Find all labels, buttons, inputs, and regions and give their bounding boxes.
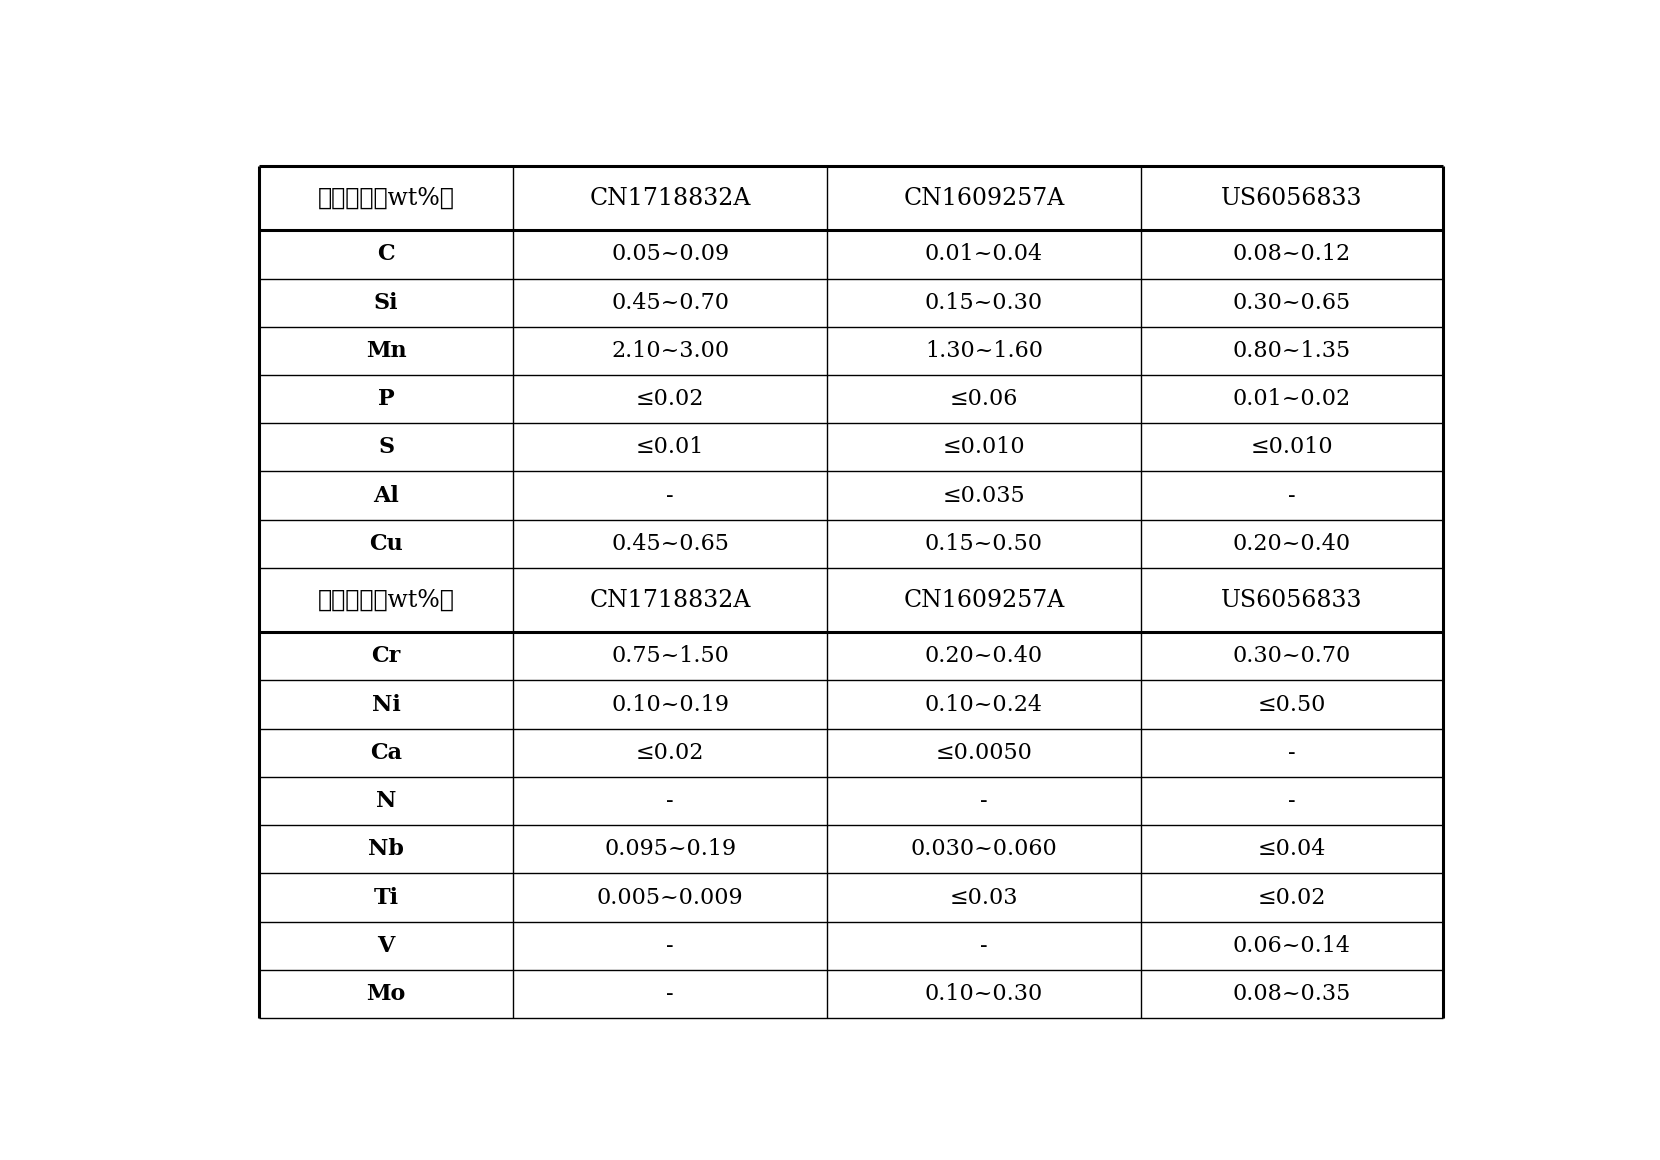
Text: P: P (378, 389, 395, 411)
Text: ≤0.010: ≤0.010 (943, 436, 1026, 458)
Text: 0.15~0.50: 0.15~0.50 (925, 532, 1042, 554)
Text: 0.095~0.19: 0.095~0.19 (604, 839, 737, 861)
Text: Mn: Mn (365, 340, 407, 362)
Text: -: - (1288, 485, 1295, 507)
Text: 0.08~0.35: 0.08~0.35 (1232, 983, 1351, 1005)
Text: ≤0.01: ≤0.01 (636, 436, 704, 458)
Text: 0.005~0.009: 0.005~0.009 (598, 886, 744, 908)
Text: CN1609257A: CN1609257A (903, 187, 1064, 210)
Text: US6056833: US6056833 (1220, 588, 1363, 611)
Text: CN1718832A: CN1718832A (589, 588, 750, 611)
Text: 化学成分（wt%）: 化学成分（wt%） (317, 187, 455, 210)
Text: 0.45~0.70: 0.45~0.70 (611, 291, 729, 313)
Text: ≤0.035: ≤0.035 (943, 485, 1026, 507)
Text: ≤0.50: ≤0.50 (1257, 694, 1326, 716)
Text: ≤0.03: ≤0.03 (950, 886, 1018, 908)
Text: ≤0.02: ≤0.02 (636, 389, 704, 411)
Text: CN1718832A: CN1718832A (589, 187, 750, 210)
Text: Cu: Cu (369, 532, 403, 554)
Text: -: - (979, 935, 988, 957)
Text: V: V (377, 935, 395, 957)
Text: Si: Si (374, 291, 398, 313)
Text: -: - (979, 790, 988, 812)
Text: 0.45~0.65: 0.45~0.65 (611, 532, 729, 554)
Text: CN1609257A: CN1609257A (903, 588, 1064, 611)
Text: Mo: Mo (367, 983, 407, 1005)
Text: 0.20~0.40: 0.20~0.40 (925, 645, 1042, 667)
Text: US6056833: US6056833 (1220, 187, 1363, 210)
Text: N: N (377, 790, 397, 812)
Text: -: - (666, 790, 674, 812)
Text: 1.30~1.60: 1.30~1.60 (925, 340, 1042, 362)
Text: 0.030~0.060: 0.030~0.060 (911, 839, 1057, 861)
Text: Ti: Ti (374, 886, 398, 908)
Text: 0.10~0.19: 0.10~0.19 (611, 694, 729, 716)
Text: 0.30~0.65: 0.30~0.65 (1233, 291, 1351, 313)
Text: Al: Al (374, 485, 398, 507)
Text: -: - (666, 485, 674, 507)
Text: 0.10~0.30: 0.10~0.30 (925, 983, 1042, 1005)
Text: 0.01~0.02: 0.01~0.02 (1233, 389, 1351, 411)
Text: ≤0.02: ≤0.02 (636, 742, 704, 763)
Text: 0.75~1.50: 0.75~1.50 (611, 645, 729, 667)
Text: ≤0.02: ≤0.02 (1257, 886, 1326, 908)
Text: 0.05~0.09: 0.05~0.09 (611, 244, 729, 266)
Text: 0.06~0.14: 0.06~0.14 (1233, 935, 1351, 957)
Text: 化学成分（wt%）: 化学成分（wt%） (317, 588, 455, 611)
Text: 2.10~3.00: 2.10~3.00 (611, 340, 729, 362)
Text: S: S (378, 436, 395, 458)
Text: -: - (1288, 790, 1295, 812)
Text: Cr: Cr (372, 645, 400, 667)
Text: Ca: Ca (370, 742, 402, 763)
Text: 0.08~0.12: 0.08~0.12 (1233, 244, 1351, 266)
Text: ≤0.0050: ≤0.0050 (936, 742, 1033, 763)
Text: 0.15~0.30: 0.15~0.30 (925, 291, 1042, 313)
Text: 0.20~0.40: 0.20~0.40 (1233, 532, 1351, 554)
Text: -: - (666, 983, 674, 1005)
Text: 0.30~0.70: 0.30~0.70 (1232, 645, 1351, 667)
Text: -: - (1288, 742, 1295, 763)
Text: Nb: Nb (369, 839, 403, 861)
Text: -: - (666, 935, 674, 957)
Text: 0.80~1.35: 0.80~1.35 (1233, 340, 1351, 362)
Text: ≤0.04: ≤0.04 (1257, 839, 1326, 861)
Text: ≤0.010: ≤0.010 (1250, 436, 1333, 458)
Text: 0.10~0.24: 0.10~0.24 (925, 694, 1042, 716)
Text: 0.01~0.04: 0.01~0.04 (925, 244, 1042, 266)
Text: C: C (377, 244, 395, 266)
Text: ≤0.06: ≤0.06 (950, 389, 1018, 411)
Text: Ni: Ni (372, 694, 400, 716)
